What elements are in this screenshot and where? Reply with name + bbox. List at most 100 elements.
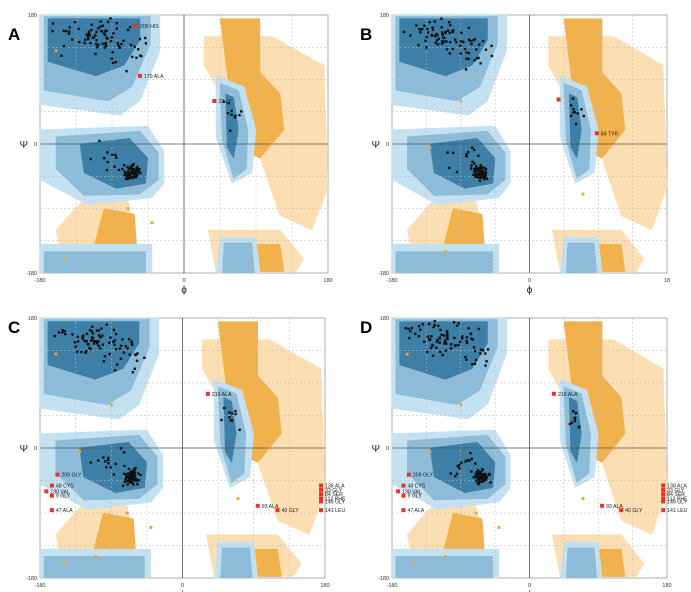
glycine-point <box>62 562 66 565</box>
residue-point <box>470 164 473 167</box>
residue-point <box>92 342 96 345</box>
outlier-label: 209 HIS <box>140 24 159 30</box>
residue-point <box>95 42 98 46</box>
residue-point <box>475 470 478 474</box>
residue-point <box>467 57 470 61</box>
residue-point <box>446 337 449 341</box>
y-axis-label: Ψ <box>372 140 380 151</box>
residue-point <box>121 167 124 171</box>
outlier-point <box>551 391 556 396</box>
residue-point <box>64 333 67 336</box>
y-tick-label: -180 <box>378 576 389 582</box>
residue-point <box>110 57 113 60</box>
residue-point <box>126 483 129 486</box>
x-tick-label: 180 <box>320 583 329 589</box>
residue-point <box>83 41 86 45</box>
residue-point <box>568 422 572 426</box>
residue-point <box>465 341 469 345</box>
glycine-point <box>54 352 58 356</box>
residue-point <box>90 23 93 26</box>
y-tick-label: 0 <box>34 446 37 452</box>
residue-point <box>417 43 420 47</box>
residue-point <box>488 473 491 476</box>
residue-point <box>481 173 485 176</box>
residue-point <box>99 347 102 350</box>
outlier-point <box>661 487 666 492</box>
residue-point <box>421 323 424 326</box>
residue-point <box>465 358 468 361</box>
outlier-label: 130 VAL <box>50 489 70 495</box>
residue-point <box>83 339 86 343</box>
residue-point <box>229 419 232 422</box>
residue-point <box>143 36 147 40</box>
glycine-point <box>428 146 432 149</box>
residue-point <box>109 466 112 469</box>
residue-point <box>457 321 460 325</box>
residue-point <box>476 482 479 485</box>
glycine-point <box>150 221 154 225</box>
residue-point <box>129 471 133 474</box>
residue-point <box>233 116 237 119</box>
residue-point <box>440 42 444 45</box>
residue-point <box>139 171 142 175</box>
residue-point <box>122 163 126 167</box>
residue-point <box>107 458 110 462</box>
residue-point <box>485 475 488 479</box>
residue-point <box>105 466 108 469</box>
residue-point <box>89 347 92 351</box>
residue-point <box>130 340 133 343</box>
residue-point <box>123 173 126 177</box>
residue-point <box>484 364 487 367</box>
outlier-point <box>619 508 624 513</box>
residue-point <box>470 337 473 340</box>
residue-point <box>449 23 452 27</box>
glycine-point <box>459 99 463 103</box>
residue-point <box>447 21 451 24</box>
residue-point <box>474 358 478 362</box>
residue-point <box>134 479 137 483</box>
residue-point <box>100 30 104 33</box>
residue-point <box>465 51 468 54</box>
residue-point <box>61 331 64 334</box>
x-tick-label: 0 <box>528 583 531 589</box>
residue-point <box>471 160 474 163</box>
residue-point <box>98 139 101 143</box>
glycine-point <box>612 446 615 450</box>
residue-point <box>82 334 85 337</box>
residue-point <box>440 26 443 29</box>
residue-point <box>430 335 433 338</box>
residue-point <box>106 20 110 24</box>
residue-point <box>132 468 136 471</box>
residue-point <box>479 172 482 175</box>
glycine-point <box>54 49 58 53</box>
residue-point <box>444 349 448 352</box>
glycine-point <box>126 207 130 210</box>
residue-point <box>433 34 437 38</box>
residue-point <box>84 38 87 41</box>
x-tick-label: -180 <box>386 278 397 284</box>
residue-point <box>76 335 79 339</box>
residue-point <box>463 47 467 51</box>
residue-point <box>88 346 91 350</box>
residue-point <box>130 480 133 484</box>
residue-point <box>71 333 74 336</box>
residue-point <box>144 42 148 45</box>
residue-point <box>126 475 129 478</box>
residue-point <box>426 350 429 354</box>
residue-point <box>451 30 455 34</box>
residue-point <box>131 476 134 479</box>
region-allowBotLeft <box>395 556 494 579</box>
outlier-point <box>205 391 210 396</box>
residue-point <box>131 172 135 175</box>
x-tick-label: 180 <box>323 278 332 284</box>
residue-point <box>574 411 578 415</box>
residue-point <box>470 470 473 473</box>
residue-point <box>479 163 482 167</box>
residue-point <box>229 129 232 132</box>
residue-point <box>98 336 102 339</box>
residue-point <box>111 50 114 54</box>
residue-point <box>453 336 456 340</box>
residue-point <box>122 451 126 454</box>
residue-point <box>90 28 93 32</box>
residue-point <box>435 346 438 350</box>
